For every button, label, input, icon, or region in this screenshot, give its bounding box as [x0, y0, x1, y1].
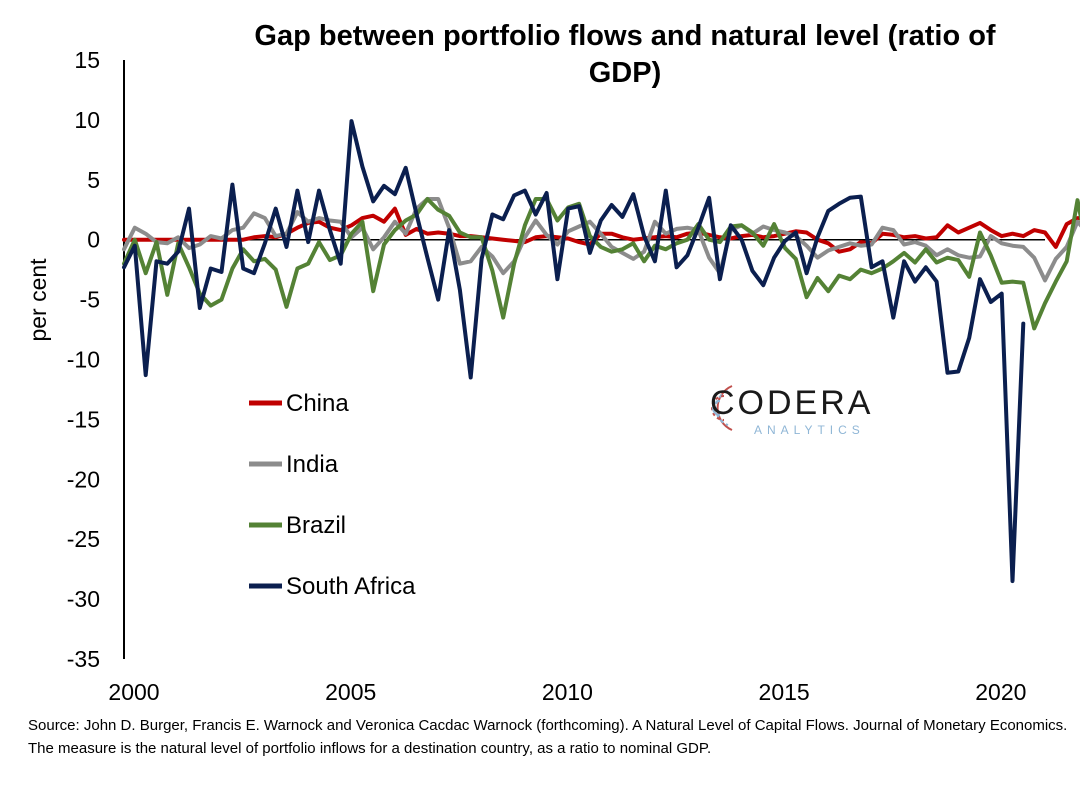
- x-tick-label: 2005: [325, 679, 376, 705]
- series-line-china: [122, 206, 1080, 254]
- line-chart: 15 10 5 0 -5 -10 -15 -20 -25 -30 -35 2000 2005 2010 20…: [25, 47, 1080, 705]
- y-axis-label: per cent: [25, 258, 51, 342]
- legend-label: South Africa: [286, 573, 416, 600]
- y-tick-label: -15: [67, 406, 100, 432]
- series-line-brazil: [122, 197, 1080, 331]
- legend-label: Brazil: [286, 512, 346, 539]
- legend-label: India: [286, 451, 339, 478]
- x-tick-label: 2010: [542, 679, 593, 705]
- logo-word: CODERA: [710, 384, 874, 422]
- y-tick-label: -25: [67, 526, 100, 552]
- y-tick-label: -35: [67, 646, 100, 672]
- source-note: Source: John D. Burger, Francis E. Warno…: [28, 717, 1068, 757]
- y-tick-label: -20: [67, 466, 100, 492]
- series-line-south-africa: [122, 119, 1026, 584]
- x-tick-label: 2020: [975, 679, 1026, 705]
- codera-logo: CODERA ANALYTICS: [692, 374, 892, 440]
- y-tick-label: 5: [87, 167, 100, 193]
- y-tick-label: 10: [74, 107, 100, 133]
- chart-axes: [123, 60, 1045, 659]
- x-tick-label: 2000: [108, 679, 159, 705]
- series-lines: [122, 119, 1080, 584]
- logo-mark-icon: [711, 385, 733, 431]
- tick-labels: 15 10 5 0 -5 -10 -15 -20 -25 -30 -35 2000 2005 2010 20…: [67, 47, 1027, 705]
- y-tick-label: -30: [67, 586, 100, 612]
- y-tick-label: 15: [74, 47, 100, 73]
- y-tick-label: -10: [67, 347, 100, 373]
- y-tick-label: -5: [80, 287, 100, 313]
- logo-subtitle: ANALYTICS: [754, 423, 865, 437]
- y-tick-label: 0: [87, 227, 100, 253]
- legend: China India Brazil South Africa: [249, 390, 416, 600]
- x-tick-label: 2015: [759, 679, 810, 705]
- chart-title: Gap between portfolio flows and natural …: [254, 20, 996, 89]
- legend-label: China: [286, 390, 349, 417]
